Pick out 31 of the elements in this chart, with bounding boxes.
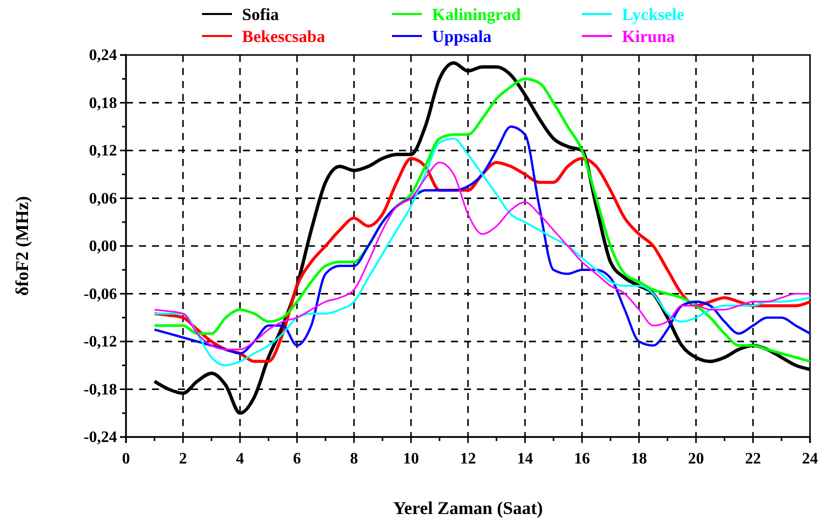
x-tick-label: 22 <box>745 450 761 468</box>
y-tick-label: -0,12 <box>84 334 117 351</box>
y-tick-label: 0,00 <box>89 238 117 256</box>
y-tick-label: 0,24 <box>89 47 117 64</box>
x-axis-title: Yerel Zaman (Saat) <box>393 498 543 518</box>
legend-label: Bekescsaba <box>242 27 326 46</box>
x-tick-label: 10 <box>403 450 419 468</box>
legend-label: Uppsala <box>432 27 492 46</box>
line-series <box>153 78 812 363</box>
x-tick-label: 12 <box>460 450 476 468</box>
y-tick-label: 0,12 <box>89 142 117 160</box>
y-tick-label: -0,18 <box>84 381 117 398</box>
x-tick-label: 14 <box>517 450 533 468</box>
x-tick-label: 8 <box>350 450 358 468</box>
y-axis-title: δfoF2 (MHz) <box>12 196 32 296</box>
x-tick-label: 6 <box>293 450 301 468</box>
legend-label: Lycksele <box>622 5 685 24</box>
legend-label: Sofia <box>242 5 280 24</box>
x-tick-label: 0 <box>122 450 130 468</box>
x-tick-label: 2 <box>179 450 187 468</box>
legend-label: Kiruna <box>622 27 676 46</box>
x-tick-label: 20 <box>688 450 704 468</box>
legend-label: Kaliningrad <box>432 5 522 24</box>
y-tick-label: -0,06 <box>84 286 117 303</box>
y-tick-label: 0,18 <box>89 94 117 112</box>
x-tick-label: 4 <box>236 450 244 468</box>
y-tick-label: -0,24 <box>84 429 117 446</box>
x-tick-label: 24 <box>802 450 818 468</box>
x-tick-label: 16 <box>574 450 590 468</box>
y-tick-label: 0,06 <box>89 190 117 208</box>
x-tick-label: 18 <box>631 450 647 468</box>
